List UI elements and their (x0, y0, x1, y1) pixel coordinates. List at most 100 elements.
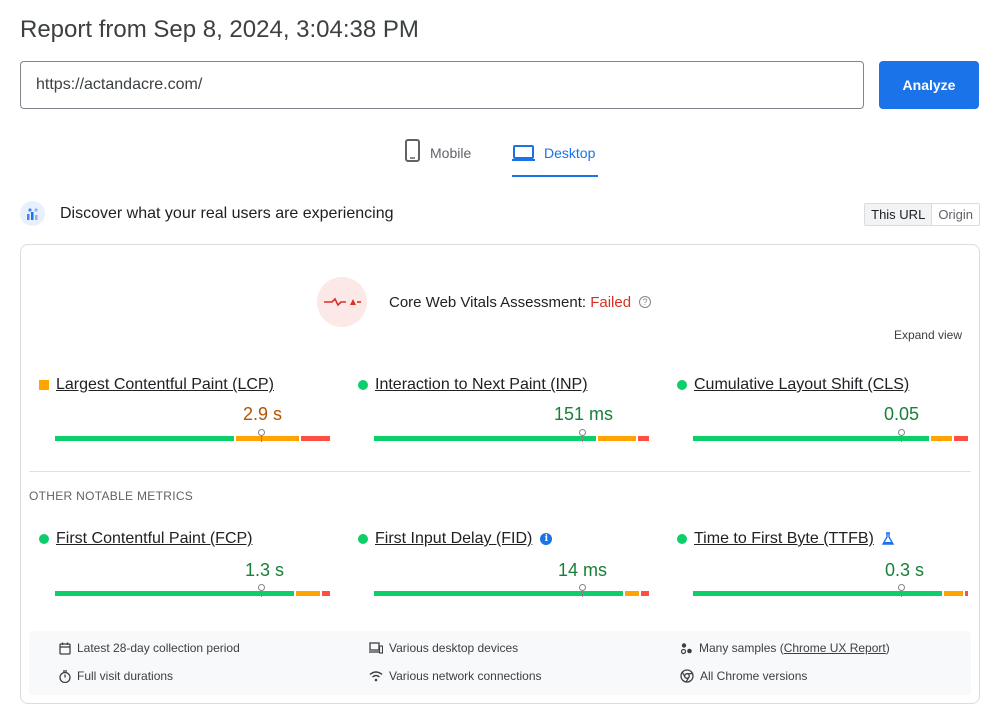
metric-cls: Cumulative Layout Shift (CLS) 0.05 (677, 376, 969, 442)
distribution-bar (55, 591, 332, 596)
network-item: Various network connections (369, 669, 542, 683)
percentile-marker (258, 429, 265, 442)
visit-durations-item: Full visit durations (59, 669, 173, 683)
smartphone-icon (405, 139, 420, 162)
good-segment (55, 436, 235, 441)
distribution-bar (55, 436, 332, 441)
metric-value: 2.9 s (243, 404, 283, 424)
collection-info-footer: Latest 28-day collection period Full vis… (29, 631, 971, 695)
metric-value: 151 ms (554, 404, 614, 424)
good-dot-icon (358, 380, 368, 390)
good-segment (693, 436, 929, 441)
tab-desktop-label: Desktop (544, 145, 596, 161)
poor-segment (954, 436, 969, 441)
assessment-label: Core Web Vitals Assessment: (389, 293, 587, 311)
expand-view-link[interactable]: Expand view (893, 328, 962, 342)
collection-period-text: Latest 28-day collection period (77, 641, 240, 655)
poor-segment (322, 591, 330, 596)
tab-mobile-label: Mobile (430, 145, 472, 161)
metric-name[interactable]: Largest Contentful Paint (LCP) (56, 376, 274, 393)
chrome-versions-item: All Chrome versions (680, 669, 807, 683)
needs-improvement-segment (236, 436, 299, 441)
tab-mobile[interactable]: Mobile (404, 135, 471, 177)
percentile-marker (579, 584, 586, 597)
good-dot-icon (677, 380, 687, 390)
collection-period-item: Latest 28-day collection period (59, 641, 240, 655)
distribution-bar (374, 591, 651, 596)
devices-icon (369, 642, 383, 654)
percentile-marker (579, 429, 586, 442)
crux-header: Discover what your real users are experi… (20, 201, 980, 227)
heartbeat-icon (317, 277, 367, 327)
good-dot-icon (358, 534, 368, 544)
help-icon[interactable]: ? (639, 296, 652, 308)
metric-ttfb: Time to First Byte (TTFB) 0.3 s (677, 530, 968, 597)
poor-segment (638, 436, 649, 441)
metric-fcp: First Contentful Paint (FCP) 1.3 s (39, 530, 330, 597)
good-segment (374, 436, 597, 441)
poor-segment (641, 591, 649, 596)
distribution-bar (693, 591, 970, 596)
chrome-versions-text: All Chrome versions (700, 669, 808, 683)
device-tabs: Mobile Desktop (0, 135, 1004, 177)
cwv-assessment: Core Web Vitals Assessment: Failed ? (317, 277, 652, 327)
network-text: Various network connections (389, 669, 542, 683)
visit-durations-text: Full visit durations (77, 669, 174, 683)
good-segment (374, 591, 624, 596)
calendar-icon (59, 642, 71, 655)
analyze-button[interactable]: Analyze (879, 61, 979, 109)
metric-lcp: Largest Contentful Paint (LCP) 2.9 s (39, 376, 330, 442)
laptop-icon (512, 145, 535, 161)
poor-segment (965, 591, 968, 596)
other-metrics-title: OTHER NOTABLE METRICS (29, 489, 194, 503)
assessment-status: Failed (590, 293, 632, 311)
poor-segment (300, 436, 330, 441)
metric-inp: Interaction to Next Paint (INP) 151 ms (358, 376, 649, 442)
distribution-bar (693, 436, 970, 441)
metric-name[interactable]: Time to First Byte (TTFB) (694, 530, 874, 547)
good-segment (693, 591, 943, 596)
good-dot-icon (677, 534, 687, 544)
crux-title: Discover what your real users are experi… (60, 205, 394, 222)
wifi-icon (369, 671, 383, 682)
section-divider (29, 471, 971, 472)
metric-name[interactable]: Cumulative Layout Shift (CLS) (694, 376, 910, 393)
metric-fid: First Input Delay (FID) i 14 ms (358, 530, 649, 597)
report-title: Report from Sep 8, 2024, 3:04:38 PM (20, 16, 419, 43)
metric-value: 0.05 (884, 404, 920, 424)
toggle-origin[interactable]: Origin (938, 207, 973, 222)
needs-improvement-segment (625, 591, 640, 596)
samples-icon (680, 642, 692, 654)
metric-value: 14 ms (558, 560, 608, 580)
samples-suffix: ) (885, 641, 890, 655)
needs-improvement-segment (598, 436, 637, 441)
info-icon[interactable]: i (540, 533, 553, 545)
devices-text: Various desktop devices (389, 641, 519, 655)
good-dot-icon (39, 534, 49, 544)
timer-icon (59, 669, 71, 683)
samples-prefix: Many samples ( (699, 641, 784, 655)
metric-name[interactable]: First Input Delay (FID) (375, 530, 533, 547)
chrome-ux-report-link[interactable]: Chrome UX Report (783, 641, 886, 655)
good-segment (55, 591, 294, 596)
percentile-marker (898, 429, 905, 442)
metric-value: 1.3 s (245, 560, 285, 580)
needs-improvement-segment (930, 436, 953, 441)
field-data-card: Core Web Vitals Assessment: Failed ? Exp… (20, 244, 980, 704)
needs-improvement-square-icon (39, 380, 49, 390)
metric-name[interactable]: First Contentful Paint (FCP) (56, 530, 253, 547)
tab-desktop[interactable]: Desktop (512, 135, 598, 177)
flask-icon[interactable] (881, 532, 894, 546)
needs-improvement-segment (944, 591, 964, 596)
toggle-this-url[interactable]: This URL (865, 204, 933, 225)
chrome-icon (680, 669, 694, 683)
assessment-text: Core Web Vitals Assessment: Failed (389, 294, 631, 311)
metric-value: 0.3 s (885, 560, 925, 580)
devices-item: Various desktop devices (369, 641, 518, 655)
url-input[interactable] (20, 61, 864, 109)
metric-name[interactable]: Interaction to Next Paint (INP) (375, 376, 588, 393)
needs-improvement-segment (295, 591, 321, 596)
percentile-marker (898, 584, 905, 597)
url-origin-toggle: This URL Origin (864, 203, 980, 226)
percentile-marker (258, 584, 265, 597)
